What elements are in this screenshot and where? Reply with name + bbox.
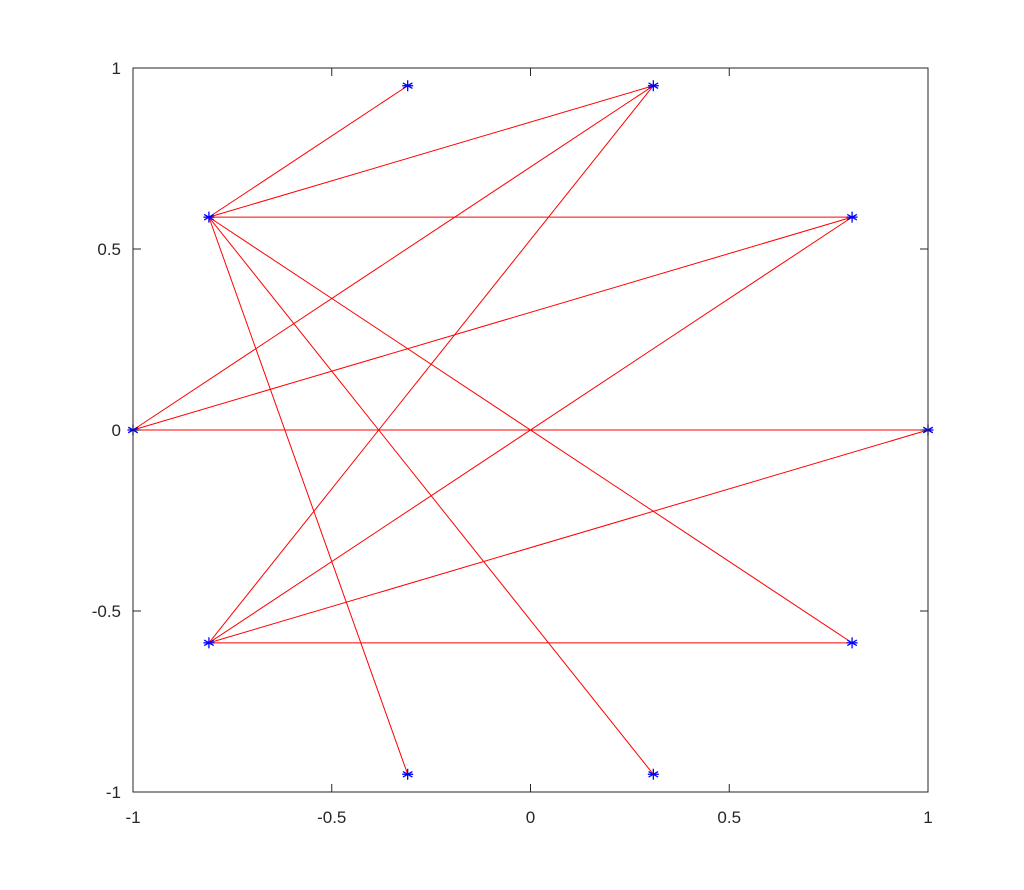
point-marker-2 bbox=[647, 80, 659, 92]
edge-line-0 bbox=[208, 85, 408, 218]
edge-line-3 bbox=[208, 216, 409, 775]
ticks-layer bbox=[132, 67, 929, 793]
y-tick-label: 0 bbox=[112, 421, 121, 440]
edge-line-9 bbox=[208, 85, 654, 644]
edge-line-7 bbox=[132, 216, 853, 431]
point-marker-1 bbox=[846, 211, 858, 223]
edge-line-10 bbox=[208, 216, 853, 644]
point-marker-7 bbox=[402, 768, 414, 780]
point-marker-6 bbox=[203, 637, 215, 649]
x-tick-label: 1 bbox=[923, 808, 932, 827]
y-tick-label: 0.5 bbox=[97, 240, 121, 259]
point-marker-3 bbox=[402, 80, 414, 92]
y-tick-label: 1 bbox=[112, 59, 121, 78]
point-marker-8 bbox=[647, 768, 659, 780]
x-tick-label: -0.5 bbox=[317, 808, 346, 827]
point-marker-9 bbox=[846, 637, 858, 649]
edge-line-8 bbox=[132, 85, 654, 431]
markers-layer bbox=[127, 80, 934, 780]
edge-line-1 bbox=[208, 85, 654, 218]
edge-line-11 bbox=[208, 429, 929, 644]
x-tick-label: 0.5 bbox=[717, 808, 741, 827]
x-tick-label: 0 bbox=[526, 808, 535, 827]
point-marker-4 bbox=[203, 211, 215, 223]
y-tick-label: -1 bbox=[106, 783, 121, 802]
x-tick-label: -1 bbox=[125, 808, 140, 827]
labels-layer: -1 -0.5 0 0.5 1 -1 -0.5 0 0.5 1 bbox=[92, 59, 933, 827]
edges-layer bbox=[132, 85, 929, 775]
y-tick-label: -0.5 bbox=[92, 602, 121, 621]
